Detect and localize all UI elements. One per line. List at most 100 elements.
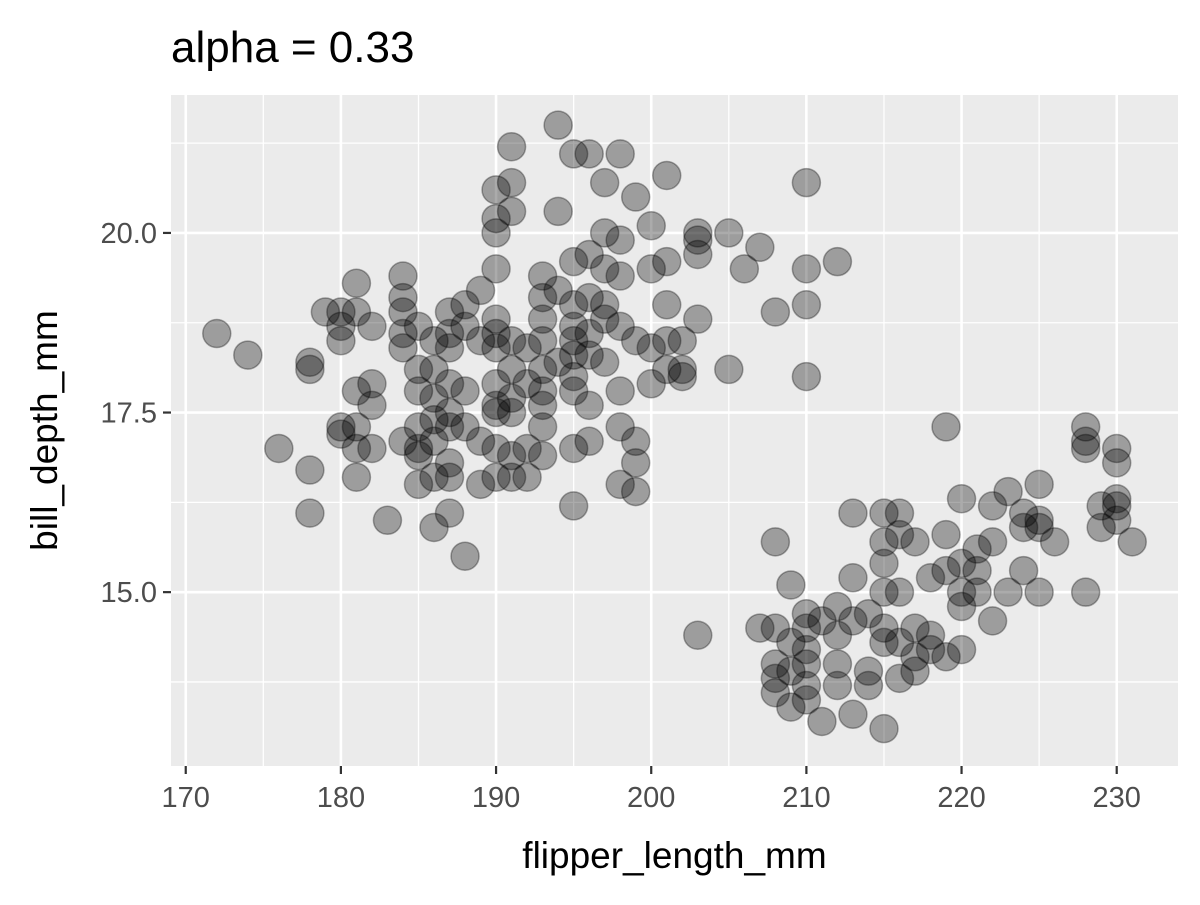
data-point — [977, 527, 1008, 557]
x-tick-label: 230 — [1093, 782, 1141, 814]
data-point — [900, 642, 930, 672]
data-point — [977, 606, 1008, 636]
data-point — [776, 692, 806, 722]
data-point — [341, 268, 372, 298]
x-tick-label: 170 — [162, 782, 210, 814]
data-point — [729, 254, 760, 284]
data-point — [574, 390, 604, 421]
data-point — [667, 361, 698, 392]
data-point — [295, 455, 325, 485]
data-point — [450, 311, 480, 342]
data-point — [822, 649, 853, 679]
data-point — [807, 606, 837, 636]
data-point — [450, 376, 480, 406]
data-point — [853, 598, 884, 629]
data-point — [745, 232, 775, 263]
data-point — [558, 290, 589, 320]
data-point — [651, 325, 682, 356]
data-point — [295, 347, 325, 378]
data-point — [527, 354, 558, 385]
data-point — [946, 591, 977, 622]
data-point — [869, 548, 899, 579]
data-point — [683, 239, 713, 270]
data-point — [791, 649, 822, 679]
data-point — [434, 318, 465, 349]
data-point — [481, 254, 511, 284]
data-point — [636, 211, 666, 241]
data-point — [651, 354, 682, 385]
data-point — [295, 354, 325, 385]
data-point — [838, 606, 868, 636]
data-point — [403, 376, 434, 406]
data-point — [357, 369, 387, 399]
data-point — [388, 333, 418, 363]
data-point — [605, 412, 635, 442]
data-point — [372, 505, 403, 536]
data-point — [915, 620, 946, 650]
data-point — [869, 577, 899, 607]
y-tick-label: 17.5 — [101, 398, 157, 430]
data-point — [481, 390, 511, 421]
data-point — [962, 577, 992, 607]
data-point — [900, 613, 930, 643]
data-point — [326, 412, 356, 442]
data-point — [884, 498, 915, 528]
y-tick-label: 15.0 — [101, 577, 157, 609]
data-point — [1101, 433, 1132, 464]
data-point — [589, 254, 620, 284]
data-point — [977, 491, 1008, 521]
data-point — [884, 519, 915, 550]
data-point — [481, 218, 511, 248]
data-point — [233, 340, 263, 370]
data-point — [853, 670, 884, 701]
data-point — [745, 613, 775, 643]
chart-title: alpha = 0.33 — [171, 23, 414, 72]
data-point — [760, 613, 791, 643]
data-point — [434, 498, 465, 528]
data-point — [403, 440, 434, 471]
data-point — [791, 361, 822, 392]
data-point — [481, 462, 511, 492]
data-point — [388, 261, 418, 291]
data-point — [558, 376, 589, 406]
data-point — [760, 649, 791, 679]
data-point — [683, 304, 713, 334]
data-point — [434, 369, 465, 399]
data-point — [512, 333, 542, 363]
data-point — [1101, 505, 1132, 536]
data-point — [946, 483, 977, 514]
data-point — [434, 397, 465, 428]
data-point — [574, 318, 604, 349]
data-point — [574, 426, 604, 457]
data-point — [496, 354, 527, 385]
y-tick-label: 20.0 — [101, 218, 157, 250]
data-point — [357, 311, 387, 342]
data-point — [620, 182, 651, 212]
data-point — [760, 297, 791, 327]
data-point — [419, 426, 449, 457]
data-point — [683, 620, 713, 650]
data-point — [791, 254, 822, 284]
data-point — [527, 325, 558, 356]
data-point — [419, 383, 449, 413]
data-point — [465, 275, 496, 306]
data-point — [357, 433, 387, 464]
data-point — [419, 325, 449, 356]
data-point — [326, 419, 356, 449]
data-point — [543, 196, 573, 227]
data-point — [1024, 512, 1054, 543]
data-point — [543, 275, 573, 306]
data-point — [481, 304, 511, 334]
data-point — [481, 318, 511, 349]
data-point — [760, 663, 791, 694]
data-point — [496, 397, 527, 428]
data-point — [403, 469, 434, 500]
data-point — [1039, 527, 1070, 557]
data-point — [481, 369, 511, 399]
data-point — [527, 440, 558, 471]
data-point — [202, 318, 232, 349]
data-point — [326, 297, 356, 327]
data-point — [558, 246, 589, 277]
data-point — [900, 656, 930, 686]
data-point — [1101, 491, 1132, 521]
